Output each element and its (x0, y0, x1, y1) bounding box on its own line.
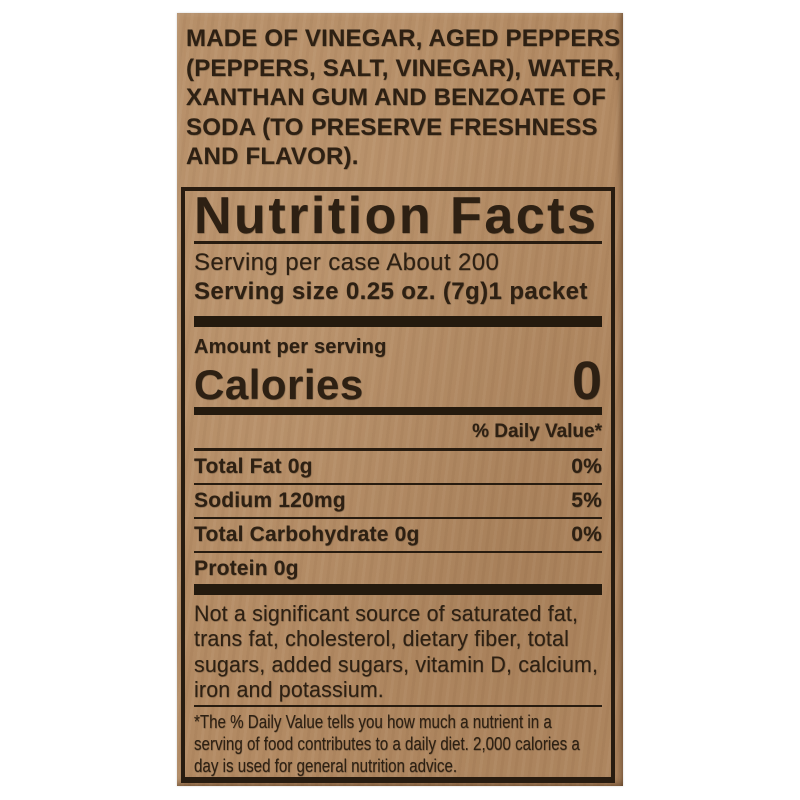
footnote-line: *The % Daily Value tells you how much a … (194, 712, 552, 732)
thick-divider (194, 316, 602, 327)
disclaimer-line: Not a significant source of saturated fa… (194, 600, 579, 626)
kraft-label-paper: MADE OF VINEGAR, AGED PEPPERS (PEPPERS, … (177, 13, 623, 786)
servings-per-case: Serving per case About 200 (194, 249, 500, 276)
footnote-line: serving of food contributes to a daily d… (194, 734, 580, 754)
daily-value-footnote: *The % Daily Value tells you how much a … (194, 711, 602, 777)
title-rule (194, 241, 602, 244)
nutrient-label: Total Fat 0g (194, 454, 313, 478)
nutrient-row-protein: Protein 0g (194, 553, 602, 584)
ingredients-line: MADE OF VINEGAR, AGED PEPPERS (186, 25, 621, 52)
thick-divider (194, 583, 602, 595)
ingredients-line: SODA (TO PRESERVE FRESHNESS (186, 113, 598, 141)
ingredients-statement: MADE OF VINEGAR, AGED PEPPERS (PEPPERS, … (177, 13, 623, 172)
nutrient-label: Sodium 120mg (194, 488, 346, 512)
nutrient-row-sodium: Sodium 120mg 5% (194, 485, 602, 519)
footnote-rule (194, 704, 602, 707)
ingredients-line: AND FLAVOR). (186, 143, 359, 170)
nutrient-label: Total Carbohydrate 0g (194, 522, 420, 546)
nutrient-label: Protein 0g (194, 556, 299, 580)
calories-label: Calories (194, 361, 364, 408)
footnote-line: day is used for general nutrition advice… (194, 756, 458, 776)
nutrient-row-total-carbohydrate: Total Carbohydrate 0g 0% (194, 519, 602, 553)
amount-per-serving-label: Amount per serving (194, 336, 387, 358)
disclaimer-line: trans fat, cholesterol, dietary fiber, t… (194, 626, 570, 651)
nutrition-facts-panel: Nutrition Facts Serving per case About 2… (181, 187, 615, 783)
daily-value-header: % Daily Value* (472, 421, 602, 442)
nutrient-daily-value: 0% (571, 454, 602, 478)
not-significant-source-statement: Not a significant source of saturated fa… (194, 601, 602, 703)
nutrient-daily-value: 5% (571, 488, 602, 512)
nutrition-facts-title: Nutrition Facts (194, 187, 599, 245)
ingredients-line: (PEPPERS, SALT, VINEGAR), WATER, (186, 54, 621, 82)
disclaimer-line: iron and potassium. (194, 677, 384, 702)
row-rule (194, 448, 602, 451)
serving-info: Serving per case About 200 Serving size … (194, 248, 602, 306)
nutrient-daily-value: 0% (571, 522, 602, 546)
calories-value: 0 (571, 351, 602, 411)
serving-size: Serving size 0.25 oz. (7g)1 packet (194, 278, 588, 305)
ingredients-line: XANTHAN GUM AND BENZOATE OF (186, 84, 607, 111)
disclaimer-line: sugars, added sugars, vitamin D, calcium… (194, 651, 599, 677)
nutrient-row-total-fat: Total Fat 0g 0% (194, 451, 602, 485)
medium-divider (194, 407, 602, 415)
calories-row: Calories 0 (194, 351, 602, 411)
